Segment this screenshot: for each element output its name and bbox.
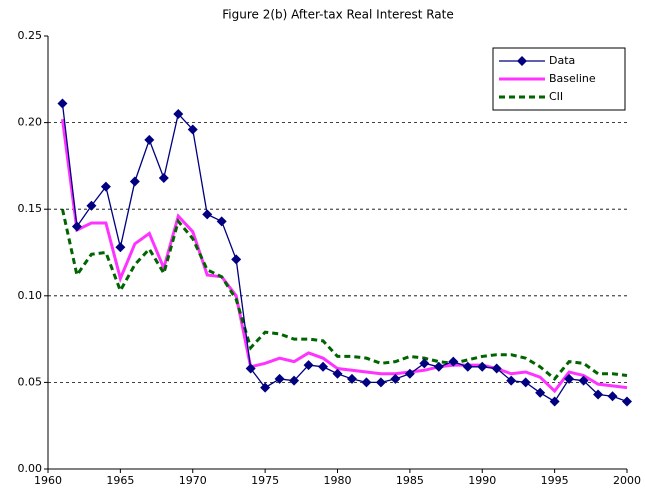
data-point [303, 360, 314, 371]
data-point [462, 361, 473, 372]
data-point [187, 124, 198, 135]
x-tick-label: 1985 [396, 474, 424, 487]
y-tick-label: 0.10 [18, 289, 43, 302]
series-line [61, 208, 628, 382]
y-tick-label: 0.20 [18, 116, 43, 129]
data-point [86, 200, 97, 211]
data-point [274, 373, 285, 384]
data-point [115, 242, 126, 253]
chart-title: Figure 2(b) After-tax Real Interest Rate [222, 8, 454, 22]
data-point [535, 387, 546, 398]
legend-marker [517, 56, 527, 66]
data-point [491, 363, 502, 374]
data-point [71, 221, 82, 232]
data-point [202, 209, 213, 220]
data-point [564, 373, 575, 384]
y-tick-label: 0.15 [18, 202, 43, 215]
series-line [61, 103, 628, 403]
x-tick-label: 1965 [106, 474, 134, 487]
data-point [289, 375, 300, 386]
data-point [144, 134, 155, 145]
data-point [245, 363, 256, 374]
data-point [433, 361, 444, 372]
data-point [318, 361, 329, 372]
x-tick-label: 1990 [468, 474, 496, 487]
data-point [260, 382, 271, 393]
data-point [506, 375, 517, 386]
data-point [419, 358, 430, 369]
x-tick-label: 1975 [251, 474, 279, 487]
x-tick-label: 1995 [541, 474, 569, 487]
data-point [361, 377, 372, 388]
x-tick-label: 1970 [179, 474, 207, 487]
data-point [549, 396, 560, 407]
data-point [158, 173, 169, 184]
data-point [231, 254, 242, 265]
data-point [622, 396, 632, 407]
data-point [57, 98, 68, 109]
data-point [607, 391, 618, 402]
data-point [520, 377, 531, 388]
data-point [477, 361, 488, 372]
data-point [375, 377, 386, 388]
data-point [593, 389, 604, 400]
data-point [346, 373, 357, 384]
legend-label: Data [549, 54, 575, 67]
y-tick-label: 0.25 [18, 29, 43, 42]
data-point [173, 108, 184, 119]
legend-label: Baseline [549, 72, 596, 85]
series-line [60, 118, 628, 394]
x-tick-label: 2000 [613, 474, 641, 487]
data-point [390, 373, 401, 384]
data-point [216, 216, 227, 227]
data-point [448, 356, 459, 367]
data-point [332, 368, 343, 379]
x-tick-label: 1960 [34, 474, 62, 487]
legend-label: CII [549, 90, 563, 103]
data-point [404, 368, 415, 379]
y-tick-label: 0.05 [18, 375, 43, 388]
x-tick-label: 1980 [324, 474, 352, 487]
y-tick-label: 0.00 [18, 462, 43, 475]
data-point [129, 176, 140, 187]
data-point [100, 181, 111, 192]
data-point [578, 375, 589, 386]
